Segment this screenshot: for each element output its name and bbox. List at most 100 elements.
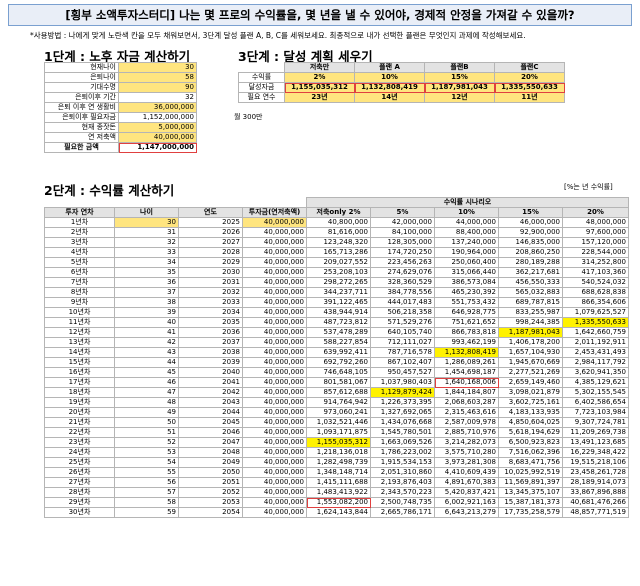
table-cell: 32 bbox=[114, 237, 179, 248]
table-cell: 40,000,000 bbox=[242, 357, 307, 368]
table-cell: 40,000,000 bbox=[242, 337, 307, 348]
table-cell: 36 bbox=[114, 277, 179, 288]
table-cell: 857,612,688 bbox=[306, 387, 371, 398]
table-cell: 19년차 bbox=[44, 397, 115, 408]
step3-column-header bbox=[239, 63, 285, 73]
table-cell: 2034 bbox=[178, 307, 243, 318]
table-cell: 867,102,407 bbox=[370, 357, 435, 368]
table-cell: 588,227,854 bbox=[306, 337, 371, 348]
step3-value[interactable]: 20% bbox=[494, 72, 565, 83]
table-cell: 31 bbox=[114, 227, 179, 238]
table-cell: 2,665,786,171 bbox=[370, 507, 435, 518]
table-cell: 362,217,681 bbox=[498, 267, 563, 278]
table-cell: 1,037,980,403 bbox=[370, 377, 435, 388]
table-cell: 866,354,606 bbox=[562, 297, 629, 308]
table-row: 22년차 51 2046 40,000,000 1,093,171,875 1,545,7… bbox=[44, 427, 629, 438]
table-cell: 88,400,000 bbox=[434, 227, 499, 238]
table-cell: 6,002,921,163 bbox=[434, 497, 499, 508]
table-row: 7년차 36 2031 40,000,000 298,272,265 328,360,52… bbox=[44, 277, 629, 288]
table-cell: 565,032,883 bbox=[498, 287, 563, 298]
table-cell: 386,573,084 bbox=[434, 277, 499, 288]
table-cell: 2029 bbox=[178, 257, 243, 268]
table-cell: 1,226,373,395 bbox=[370, 397, 435, 408]
table-cell: 174,720,250 bbox=[370, 247, 435, 258]
table-row: 13년차 42 2037 40,000,000 588,227,854 712,111,0… bbox=[44, 337, 629, 348]
table-cell: 11,209,269,738 bbox=[562, 427, 629, 438]
table-cell: 1,545,780,501 bbox=[370, 427, 435, 438]
table-cell: 146,835,000 bbox=[498, 237, 563, 248]
table-cell: 26년차 bbox=[44, 467, 115, 478]
table-cell: 11년차 bbox=[44, 317, 115, 328]
table-row: 16년차 45 2040 40,000,000 746,648,105 950,457,5… bbox=[44, 367, 629, 378]
table-cell: 1,640,168,006 bbox=[434, 377, 499, 388]
step1-value[interactable]: 30 bbox=[118, 62, 197, 73]
table-cell: 571,529,276 bbox=[370, 317, 435, 328]
step1-value[interactable]: 90 bbox=[118, 82, 197, 93]
table-row: 18년차 47 2042 40,000,000 857,612,688 1,129,879… bbox=[44, 387, 629, 398]
table-cell: 40,000,000 bbox=[242, 287, 307, 298]
step3-value[interactable]: 15% bbox=[424, 72, 495, 83]
table-cell: 2047 bbox=[178, 437, 243, 448]
step2-column-header: 20% bbox=[562, 207, 629, 218]
table-cell: 3,214,282,073 bbox=[434, 437, 499, 448]
table-cell: 1,282,498,739 bbox=[306, 457, 371, 468]
usage-note: *사용방법 : 나에게 맞게 노란색 칸을 모두 채워보면서, 3단계 달성 플… bbox=[30, 31, 526, 40]
table-cell: 40,000,000 bbox=[242, 447, 307, 458]
table-cell: 4,410,609,439 bbox=[434, 467, 499, 478]
table-row: 5년차 34 2029 40,000,000 209,027,552 223,456,26… bbox=[44, 257, 629, 268]
table-cell: 3년차 bbox=[44, 237, 115, 248]
table-cell: 46,000,000 bbox=[498, 217, 563, 228]
table-cell: 2041 bbox=[178, 377, 243, 388]
step2-column-header: 투자금(연저축액) bbox=[242, 207, 307, 218]
table-cell: 2,068,603,287 bbox=[434, 397, 499, 408]
table-cell[interactable]: 30 bbox=[114, 217, 179, 228]
table-cell: 97,600,000 bbox=[562, 227, 629, 238]
table-cell: 10년차 bbox=[44, 307, 115, 318]
table-cell: 5,302,155,545 bbox=[562, 387, 629, 398]
step1-heading: 1단계 : 노후 자금 계산하기 bbox=[44, 49, 191, 64]
table-cell: 13년차 bbox=[44, 337, 115, 348]
step3-value: 1,335,550,633 bbox=[494, 82, 565, 93]
table-cell: 40,000,000 bbox=[242, 297, 307, 308]
table-cell: 27년차 bbox=[44, 477, 115, 488]
step1-value[interactable]: 36,000,000 bbox=[118, 102, 197, 113]
table-row: 14년차 43 2038 40,000,000 639,992,411 787,716,5… bbox=[44, 347, 629, 358]
step1-value[interactable]: 40,000,000 bbox=[118, 132, 197, 143]
table-cell: 298,272,265 bbox=[306, 277, 371, 288]
step1-value[interactable]: 58 bbox=[118, 72, 197, 83]
step3-value[interactable]: 2% bbox=[284, 72, 355, 83]
step3-value[interactable]: 10% bbox=[354, 72, 425, 83]
table-cell: 39 bbox=[114, 307, 179, 318]
table-cell: 1,786,223,002 bbox=[370, 447, 435, 458]
table-cell: 1,663,069,526 bbox=[370, 437, 435, 448]
step1-value[interactable]: 5,000,000 bbox=[118, 122, 197, 133]
step3-column-header: 플랜 A bbox=[354, 62, 425, 73]
table-cell[interactable]: 40,000,000 bbox=[242, 217, 307, 228]
table-cell: 1,032,521,446 bbox=[306, 417, 371, 428]
table-cell: 40,000,000 bbox=[242, 417, 307, 428]
table-cell: 689,787,815 bbox=[498, 297, 563, 308]
step1-label: 연 저축액 bbox=[44, 132, 119, 143]
table-cell: 40,000,000 bbox=[242, 427, 307, 438]
step1-row: 은퇴 이후 연 생활비 36,000,000 bbox=[44, 102, 197, 113]
table-cell: 2053 bbox=[178, 497, 243, 508]
table-cell: 43 bbox=[114, 347, 179, 358]
table-cell: 33 bbox=[114, 247, 179, 258]
table-cell: 2046 bbox=[178, 427, 243, 438]
table-cell: 44,000,000 bbox=[434, 217, 499, 228]
table-cell: 8년차 bbox=[44, 287, 115, 298]
table-cell: 47 bbox=[114, 387, 179, 398]
table-cell: 2035 bbox=[178, 317, 243, 328]
table-row: 19년차 48 2043 40,000,000 914,764,942 1,226,373… bbox=[44, 397, 629, 408]
table-cell: 2043 bbox=[178, 397, 243, 408]
table-cell: 438,944,914 bbox=[306, 307, 371, 318]
table-cell: 59 bbox=[114, 507, 179, 518]
table-cell: 2051 bbox=[178, 477, 243, 488]
table-row: 28년차 57 2052 40,000,000 1,483,413,922 2,343,5… bbox=[44, 487, 629, 498]
table-cell: 1,093,171,875 bbox=[306, 427, 371, 438]
table-cell: 456,550,333 bbox=[498, 277, 563, 288]
step1-row: 연 저축액 40,000,000 bbox=[44, 132, 197, 143]
table-row: 11년차 40 2035 40,000,000 487,723,812 571,529,2… bbox=[44, 317, 629, 328]
step3-label: 달성자금 bbox=[238, 82, 285, 93]
table-cell: 1,415,111,688 bbox=[306, 477, 371, 488]
